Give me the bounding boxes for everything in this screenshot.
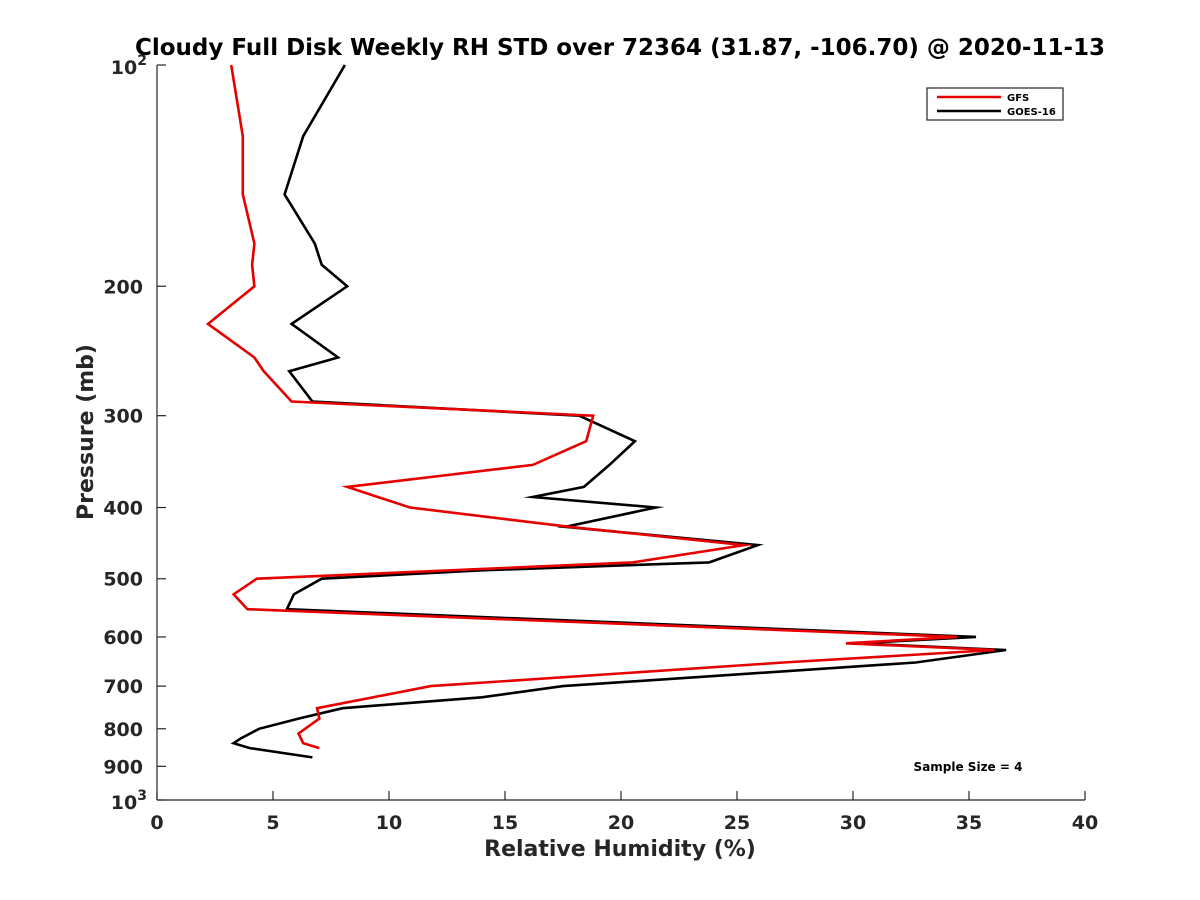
y-tick-label: 900 — [103, 756, 143, 778]
plot-area: 0 5 10 15 20 25 30 35 40 102 200 300 400 500 600 700 80… — [103, 53, 1098, 834]
y-tick-label: 400 — [103, 498, 143, 520]
y-ticks: 102 200 300 400 500 600 700 800 900 103 — [103, 53, 166, 814]
y-tick-label: 102 — [111, 53, 147, 79]
y-tick-label: 500 — [103, 569, 143, 591]
x-axis-label: Relative Humidity (%) — [484, 837, 756, 862]
y-tick-label: 700 — [103, 676, 143, 698]
sample-size-annotation: Sample Size = 4 — [914, 760, 1023, 774]
legend-label-goes16: GOES-16 — [1007, 107, 1056, 118]
y-tick-label: 800 — [103, 719, 143, 741]
y-axis-label: Pressure (mb) — [74, 344, 99, 520]
y-tick-label: 200 — [103, 276, 143, 298]
series-line-gfs — [205, 64, 995, 750]
legend: GFS GOES-16 — [926, 87, 1064, 121]
x-tick-label: 20 — [608, 812, 634, 834]
x-tick-label: 30 — [840, 812, 866, 834]
y-tick-label: 103 — [111, 788, 147, 814]
x-tick-label: 25 — [724, 812, 750, 834]
y-tick-label: 300 — [103, 406, 143, 428]
legend-box — [926, 87, 1064, 121]
x-tick-label: 40 — [1072, 812, 1098, 834]
x-tick-label: 15 — [492, 812, 518, 834]
chart-title: Cloudy Full Disk Weekly RH STD over 7236… — [135, 35, 1105, 61]
series-layer — [205, 64, 1007, 759]
legend-label-gfs: GFS — [1007, 93, 1029, 104]
x-tick-label: 10 — [376, 812, 402, 834]
series-line-goes16 — [230, 64, 1007, 759]
x-tick-label: 0 — [150, 812, 163, 834]
x-tick-label: 5 — [266, 812, 279, 834]
y-tick-label: 600 — [103, 627, 143, 649]
x-ticks: 0 5 10 15 20 25 30 35 40 — [150, 791, 1098, 834]
x-tick-label: 35 — [956, 812, 982, 834]
